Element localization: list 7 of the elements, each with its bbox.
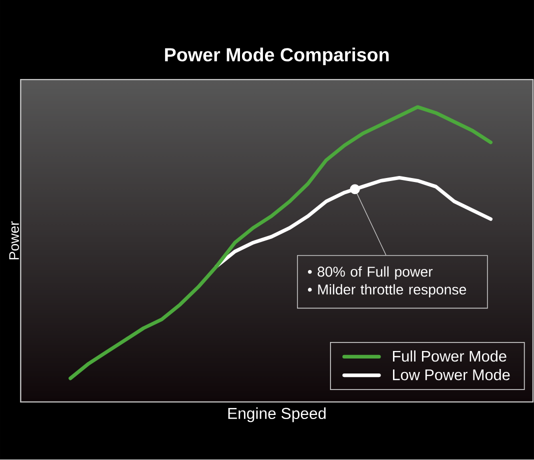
annotation: • 80% of Full power (308, 266, 433, 280)
chart-title: Power Mode Comparison (165, 48, 389, 66)
x-axis-title: Engine Speed (228, 408, 326, 422)
legend-label: Full Power Mode (393, 350, 506, 362)
legend-label: Low Power Mode (393, 369, 510, 380)
annotation: • Milder throttle response (308, 284, 466, 298)
y-axis-title: Power (9, 221, 19, 260)
